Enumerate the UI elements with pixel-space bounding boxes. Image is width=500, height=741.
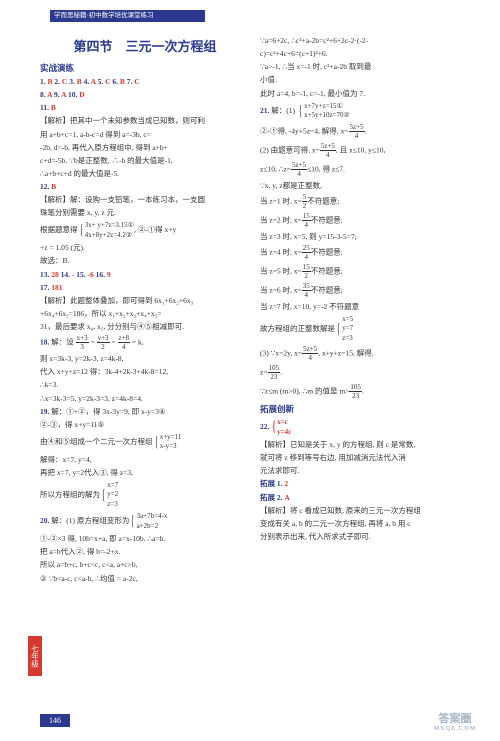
- q17-line: 【解析】此题整体叠加，即可得到 6x₁+6x₂+6x₃: [40, 296, 250, 306]
- ext2: 拓展 2. A: [260, 493, 470, 503]
- q21-line: 当 z=1 时, x=52不符题意;: [260, 194, 470, 210]
- q21-line: 当 z=5 时, x=152不符题意;: [260, 264, 470, 280]
- q22-line: 就可将 z 移到等号右边, 用加减消元法代入消: [260, 453, 470, 463]
- q12-line: 【解析】解：设购一支铅笔，一本练习本，一支圆: [40, 195, 250, 205]
- q19-line: 再把 x=7, y=2代入③, 得 z=3,: [40, 468, 250, 478]
- q18-line: 18. 解：设 x+33 = y+32 = z+84 = k,: [40, 335, 250, 351]
- q20-line: 20. 解：(1) 原方程组变形为{3a+7b=4-xa+2b=2: [40, 512, 250, 531]
- q21-line: 21. 解：(1) {x+7y+z=15①x+5y+10z=70②: [260, 102, 470, 121]
- q17-line: 31，最后要求 x₄, x₅, 分分别与④⑤相减即可.: [40, 322, 250, 332]
- r-line: c)=c²+4c+6=(c+1)²+6.: [260, 49, 470, 59]
- answer-row-3: 13. 28 14. - 15. -6 16. 9: [40, 270, 250, 280]
- q11-line: 【解析】把其中一个未知参数当成已知数，则可利: [40, 116, 250, 126]
- q21-line: 当 z=2 时, x=154不符题意;: [260, 213, 470, 229]
- ext2-line: 【解析】将 c 看成已知数, 原来的三元一次方程组: [260, 506, 470, 516]
- q11-line: ∴a+b+c+d 的最大值是-5.: [40, 169, 250, 179]
- columns: 第四节 三元一次方程组 实战演练 1. B 2. C 3. B 4. A 5. …: [40, 36, 470, 584]
- q12-line: 故选：B.: [40, 256, 250, 266]
- brace-icon: {: [299, 107, 303, 116]
- left-column: 第四节 三元一次方程组 实战演练 1. B 2. C 3. B 4. A 5. …: [40, 36, 250, 584]
- q22-line: 22. {x=cy=4c: [260, 418, 470, 437]
- q21-line: 当 z=3 时, x=5, 则 y=15-3-5=7;: [260, 232, 470, 242]
- right-column: ∵a=6+2c, ∴c²+a-2b=c²+6+2c-2·(-2- c)=c²+4…: [260, 36, 470, 584]
- r-line: ∵a>-1, ∴当 x=-1 时, c²+a-2b 取到最: [260, 62, 470, 72]
- q17-line: +6x₄+6x₅=186，所以 x₁+x₂+x₃+x₄+x₅=: [40, 309, 250, 319]
- r-line: 此时 a=4, b=-1, c=-1, 最小值为 7.: [260, 89, 470, 99]
- q12-line: 根据题意得{3x+ y+7z=3.15①4x+8y+2z=4.2②, ②-①得 …: [40, 221, 250, 240]
- q21-line: 故方程组的正整数解是{x=5y=7z=3: [260, 315, 470, 343]
- ext2-line: 分别表示出来, 代入所求式子即可.: [260, 532, 470, 542]
- q21-line: 当 z=6 时, x=354不符题意;: [260, 283, 470, 299]
- r-line: ∵a=6+2c, ∴c²+a-2b=c²+6+2c-2·(-2-: [260, 36, 470, 46]
- q12-line: 珠笔分别需要 x, y, z 元.: [40, 208, 250, 218]
- q18-line: ∴x=3k-3=5, y=2k-3=3, z=4k-8=4.: [40, 394, 250, 404]
- answer-row-1: 1. B 2. C 3. B 4. A 5. C 6. B 7. C: [40, 77, 250, 87]
- brace-icon: {: [273, 423, 276, 432]
- q21-line: z=10523.: [260, 365, 470, 381]
- q20-line: ①-②×3 得, 10b=x+a, 即 a=x-10b. ∴a=b.: [40, 534, 250, 544]
- q19-line: 解得：x=7, y=4,: [40, 455, 250, 465]
- q11-line: 用 a+b+c=1, a-b-c=d 得到 a=-3b, c=: [40, 130, 250, 140]
- brace-icon: {: [79, 226, 83, 235]
- q21-line: ②-①得, -4y+5z=4, 解得, x=5z+54.: [260, 124, 470, 140]
- ext2-line: 变成有关 a, b 的二元一次方程组, 再将 a, b 用 c: [260, 519, 470, 529]
- q21-line: 当 z=7 时, x=10, y=-2 不符题意: [260, 302, 470, 312]
- q19-line: ②-③，得 x+y=11⑤: [40, 420, 250, 430]
- q18-line: 代入 x+y+z=12 得：3k-4+2k-3+4k-8=12,: [40, 367, 250, 377]
- q22-line: 【解析】已知是关于 x, y 的方程组, 则 c 是常数,: [260, 440, 470, 450]
- q19-line: 所以方程组的解为{x=7y=2z=3: [40, 481, 250, 509]
- q11-line: c+d=-5b. ∵b是正整数, ∴-b 的最大值是-1,: [40, 156, 250, 166]
- answer-row-2: 8. A 9. A 10. D: [40, 90, 250, 100]
- q18-line: ∴k=3.: [40, 380, 250, 390]
- answer-12: 12. B: [40, 182, 250, 192]
- q20-line: ② ∵b<a-c, c<a-b, ∴均值 = a-2c,: [40, 574, 250, 584]
- brace-icon: {: [102, 491, 106, 500]
- brace-icon: {: [154, 438, 158, 447]
- q19-line: 由④和⑤组成一个二元一次方程组{x+y=11x-y=3: [40, 433, 250, 452]
- q20-line: 把 a=b代入②, 得 b=-2+x.: [40, 547, 250, 557]
- page-number: 146: [40, 714, 70, 727]
- section-title: 第四节 三元一次方程组: [40, 36, 250, 55]
- subheading-practice: 实战演练: [40, 62, 250, 74]
- q21-line: z≤10, ∴z=5z+54≤10, 得 z≤7.: [260, 162, 470, 178]
- q21-line: 当 z=4 时, x=254不符题意;: [260, 245, 470, 261]
- q12-line: +z = 1.05 (元).: [40, 243, 250, 253]
- q21-line: ∵z≤m (m>0), ∴m 的值是 m>10523.: [260, 384, 470, 400]
- brace-icon: {: [337, 325, 341, 334]
- q21-line: ∵x, y, z都是正整数,: [260, 181, 470, 191]
- watermark: 答案圈MXQE.COM: [410, 701, 500, 741]
- q19-line: 19. 解：①+②，得 3x-3y=9, 即 x-y=3④: [40, 407, 250, 417]
- r-line: 小值.: [260, 75, 470, 85]
- q20-line: 所以 a=b+c, b+c<c, c<a, a+c>b,: [40, 560, 250, 570]
- answer-17: 17. 181: [40, 283, 250, 293]
- ext1: 拓展 1. 2: [260, 479, 470, 489]
- grade-tab: 七年级: [28, 636, 42, 676]
- q21-line: (2) 由题意可得, x=5z+54, 且 x≤10, y≤10,: [260, 143, 470, 159]
- q18-line: 则 x=3k-3, y=2k-3, z=4k-8,: [40, 354, 250, 364]
- header-bar: 学而思秘籍·初中数学培优课堂练习: [50, 10, 205, 22]
- subheading-extension: 拓展创新: [260, 403, 470, 415]
- q11-line: -2b, d=-b, 再代入原方程组中, 得到 a+b+: [40, 143, 250, 153]
- q22-line: 元法求即可.: [260, 466, 470, 476]
- brace-icon: {: [131, 517, 135, 526]
- answer-11: 11. B: [40, 103, 250, 113]
- q21-line: (3) ∵x=2y, x=5z+54, x+y+z=15, 解得,: [260, 346, 470, 362]
